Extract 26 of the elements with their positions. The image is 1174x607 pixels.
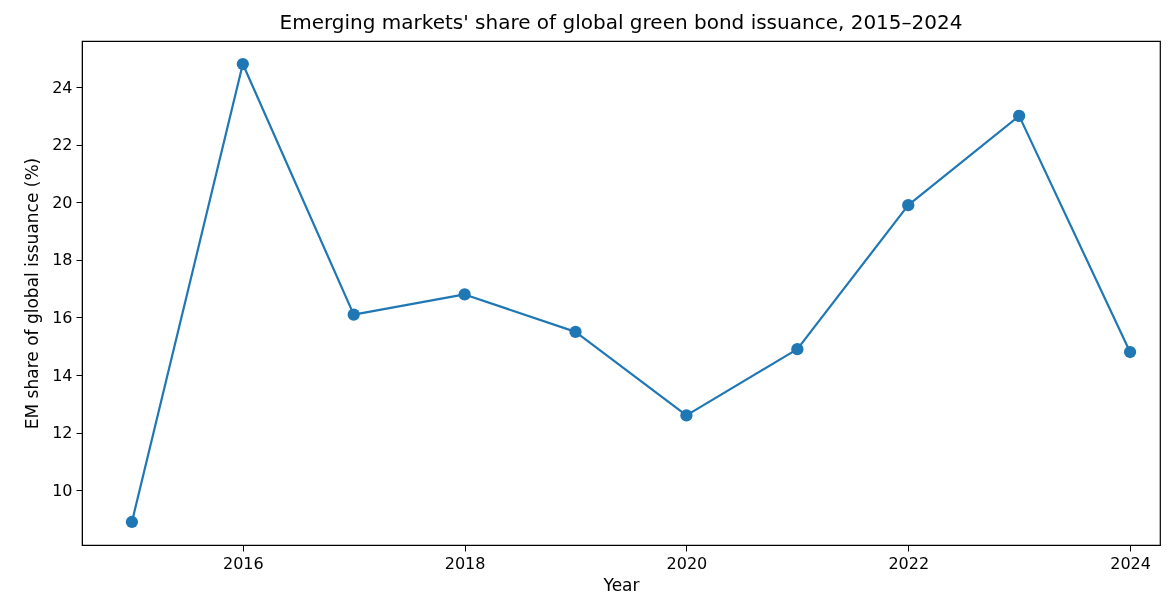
y-tick-label: 12 bbox=[52, 423, 73, 443]
point bbox=[902, 199, 915, 212]
x-axis-title: Year bbox=[602, 574, 640, 595]
point bbox=[347, 308, 360, 321]
y-axis-title: EM share of global issuance (%) bbox=[22, 157, 43, 430]
point bbox=[1013, 109, 1026, 122]
y-tick-label: 20 bbox=[52, 192, 73, 212]
x-tick-label: 2024 bbox=[1110, 553, 1151, 573]
x-tick-label: 2018 bbox=[444, 553, 486, 573]
point bbox=[569, 325, 582, 338]
y-tick-label: 16 bbox=[52, 307, 73, 327]
x-tick-label: 2016 bbox=[222, 553, 264, 573]
x-tick-label: 2020 bbox=[666, 553, 708, 573]
y-tick-label: 10 bbox=[52, 480, 73, 500]
point bbox=[680, 409, 693, 422]
point bbox=[236, 57, 249, 71]
y-tick-label: 24 bbox=[52, 77, 73, 97]
point bbox=[458, 288, 471, 301]
point bbox=[125, 515, 139, 529]
x-tick-label: 2022 bbox=[888, 553, 930, 573]
y-tick-label: 22 bbox=[52, 135, 73, 155]
y-tick-label: 14 bbox=[52, 365, 73, 385]
chart-title: Emerging markets' share of global green bond issuance, 2015–2024 bbox=[279, 10, 963, 34]
point bbox=[1123, 345, 1137, 359]
y-tick-label: 18 bbox=[52, 250, 73, 270]
point bbox=[791, 343, 804, 356]
